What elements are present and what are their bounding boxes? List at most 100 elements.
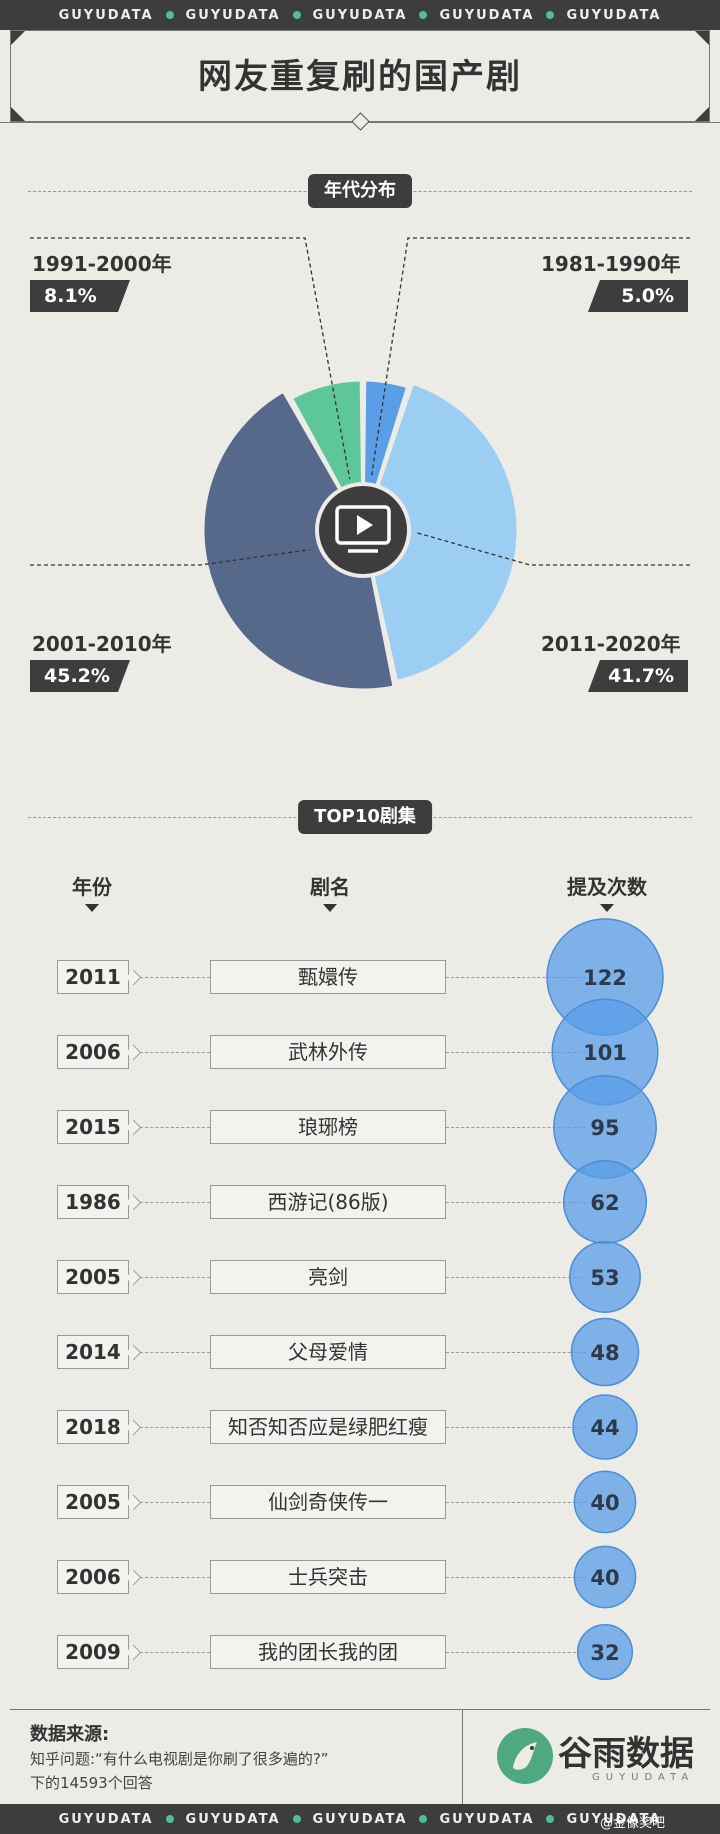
band-text: GUYUDATA (58, 1811, 154, 1827)
source-text-line: 下的14593个回答 (30, 1774, 153, 1792)
row-drama-name: 琅琊榜 (210, 1110, 446, 1144)
band-dot-icon (546, 11, 555, 19)
column-header-name: 剧名 (310, 875, 350, 899)
mention-bubble (570, 1317, 640, 1387)
band-dot-icon (165, 11, 174, 19)
bird-logo-icon (497, 1728, 553, 1784)
page-title: 网友重复刷的国产剧 (198, 57, 522, 97)
column-header-year: 年份 (72, 875, 112, 899)
row-connector (446, 977, 586, 978)
mention-bubbles: 122 101 95 62 53 48 44 40 40 32 (546, 918, 664, 1681)
mention-count-label: 40 (590, 1566, 619, 1590)
band-text: GUYUDATA (58, 7, 154, 23)
mention-bubble (573, 1470, 637, 1534)
mention-count-label: 101 (583, 1041, 627, 1065)
row-drama-name: 士兵突击 (210, 1560, 446, 1594)
mention-count-label: 122 (583, 966, 627, 990)
row-connector (446, 1052, 586, 1053)
band-text: GUYUDATA (312, 7, 408, 23)
pie-leader-line (370, 237, 690, 479)
pie-slice-2001 (201, 389, 396, 692)
row-connector (446, 1652, 586, 1653)
row-connector (446, 1427, 586, 1428)
slice-label-2001: 2001-2010年 (32, 632, 172, 656)
source-text-line: 知乎问题:“有什么电视剧是你刷了很多遍的?” (30, 1750, 329, 1768)
slice-label-1981: 1981-1990年 (541, 252, 681, 276)
slice-value-1981: 5.0% (588, 280, 688, 312)
row-connector (446, 1577, 586, 1578)
column-header-count: 提及次数 (567, 875, 647, 899)
brand-name: 谷雨数据 (558, 1734, 694, 1774)
band-text: GUYUDATA (439, 1811, 535, 1827)
slice-label-1991: 1991-2000年 (32, 252, 172, 276)
mention-count-label: 40 (590, 1491, 619, 1515)
band-dot-icon (546, 1815, 555, 1823)
row-connector (140, 1352, 210, 1353)
row-drama-name: 父母爱情 (210, 1335, 446, 1369)
mention-bubble (576, 1623, 634, 1681)
mention-count-label: 32 (590, 1641, 619, 1665)
top-brand-band: GUYUDATA GUYUDATA GUYUDATA GUYUDATA GUYU… (0, 0, 720, 30)
row-connector (140, 1652, 210, 1653)
row-year: 2009 (57, 1635, 129, 1669)
row-connector (140, 1277, 210, 1278)
pie-slice-2011 (361, 381, 520, 684)
row-drama-name: 甄嬛传 (210, 960, 446, 994)
band-dot-icon (419, 1815, 428, 1823)
band-text: GUYUDATA (439, 7, 535, 23)
mention-count-label: 44 (590, 1416, 619, 1440)
section-label-decade: 年代分布 (308, 174, 412, 208)
triangle-down-icon (85, 904, 99, 912)
row-year: 2014 (57, 1335, 129, 1369)
band-text: GUYUDATA (185, 7, 281, 23)
row-connector (140, 977, 210, 978)
mention-count-label: 53 (590, 1266, 619, 1290)
row-drama-name: 亮剑 (210, 1260, 446, 1294)
pie-leader-line (30, 548, 311, 566)
row-connector (140, 1127, 210, 1128)
pie-leader-line (30, 237, 351, 480)
row-year: 2011 (57, 960, 129, 994)
row-connector (140, 1502, 210, 1503)
row-year: 2005 (57, 1260, 129, 1294)
band-dot-icon (165, 1815, 174, 1823)
row-connector (140, 1427, 210, 1428)
source-heading: 数据来源: (30, 1724, 110, 1745)
watermark: @金像奖吧 (600, 1816, 666, 1831)
band-dot-icon (292, 11, 301, 19)
slice-value-1991: 8.1% (30, 280, 130, 312)
slice-value-2001: 45.2% (30, 660, 130, 692)
triangle-down-icon (600, 904, 614, 912)
mention-count-label: 62 (590, 1191, 619, 1215)
mention-bubble (572, 1394, 638, 1460)
slice-label-2011: 2011-2020年 (541, 632, 681, 656)
mention-count-label: 95 (590, 1116, 619, 1140)
row-connector (140, 1577, 210, 1578)
row-connector (446, 1352, 586, 1353)
row-connector (446, 1202, 586, 1203)
corner-decoration (11, 31, 25, 45)
band-dot-icon (292, 1815, 301, 1823)
brand-subtitle: GUYUDATA (592, 1772, 695, 1783)
row-drama-name: 知否知否应是绿肥红瘦 (210, 1410, 446, 1444)
corner-decoration (695, 31, 709, 45)
footer-divider (462, 1709, 463, 1804)
triangle-down-icon (323, 904, 337, 912)
band-text: GUYUDATA (566, 7, 662, 23)
row-connector (446, 1502, 586, 1503)
row-drama-name: 西游记(86版) (210, 1185, 446, 1219)
row-year: 2018 (57, 1410, 129, 1444)
corner-decoration (11, 107, 25, 121)
row-connector (140, 1052, 210, 1053)
corner-decoration (695, 107, 709, 121)
tv-play-icon (335, 505, 391, 553)
mention-bubble (569, 1241, 641, 1313)
section-label-top10: TOP10剧集 (298, 800, 432, 834)
band-text: GUYUDATA (566, 1811, 662, 1827)
mention-bubble (573, 1545, 637, 1609)
slice-value-2011: 41.7% (588, 660, 688, 692)
band-dot-icon (419, 11, 428, 19)
row-year: 2015 (57, 1110, 129, 1144)
row-year: 2006 (57, 1035, 129, 1069)
row-drama-name: 我的团长我的团 (210, 1635, 446, 1669)
